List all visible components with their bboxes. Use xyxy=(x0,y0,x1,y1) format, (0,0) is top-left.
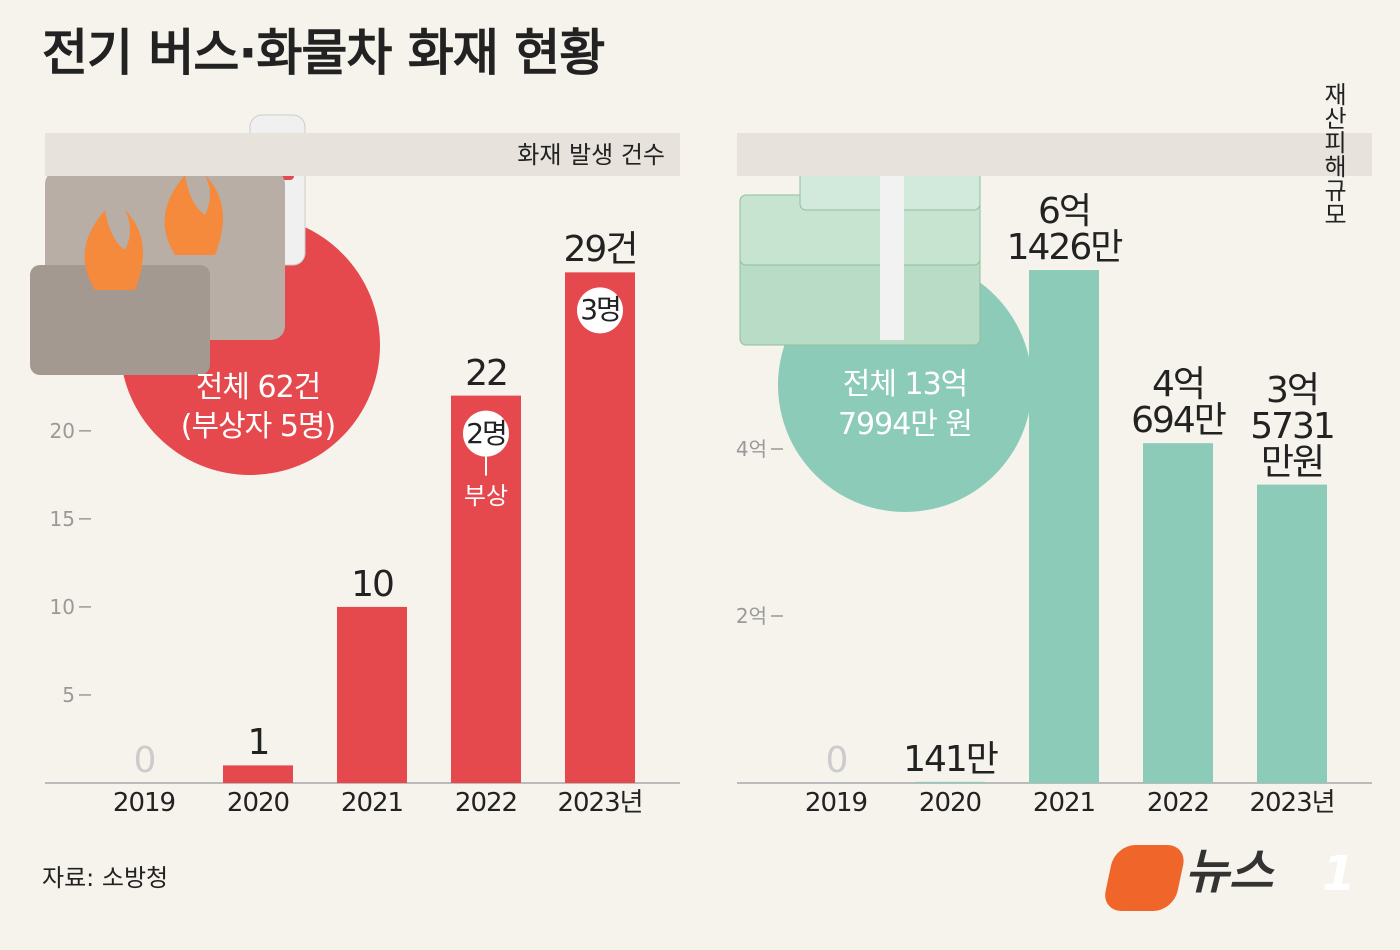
y-tick-label: 2억 xyxy=(735,603,767,628)
vehicle-illustration xyxy=(30,114,306,375)
bar xyxy=(1257,484,1327,783)
value-label: 0 xyxy=(825,740,849,781)
bar xyxy=(337,606,407,783)
panel-header xyxy=(737,133,1372,176)
source: 자료: 소방청 xyxy=(42,864,169,892)
injury-badge xyxy=(577,287,623,334)
total-note: (부상자 5명) xyxy=(180,409,336,444)
y-tick-label: 4억 xyxy=(735,436,767,461)
x-tick-label: 2022 xyxy=(454,788,518,818)
main-title: 전기 버스·화물차 화재 현황 xyxy=(42,24,605,82)
total-note: 7994만 원 xyxy=(837,407,973,442)
x-tick-label: 2021 xyxy=(340,788,404,818)
value-label: 3억 5731 만원 xyxy=(1250,369,1336,483)
x-tick-label: 2023년 xyxy=(557,788,643,818)
bar xyxy=(1143,443,1213,783)
value-label: 10 xyxy=(351,563,395,605)
x-tick-label: 2019 xyxy=(112,788,176,818)
value-label: 6억 1426만 xyxy=(1006,191,1124,269)
value-label: 0 xyxy=(133,740,157,781)
bar xyxy=(565,272,635,783)
bar xyxy=(915,781,985,783)
logo-mark: 1 xyxy=(1322,846,1355,902)
injury-badge xyxy=(463,410,509,457)
x-tick-label: 2022 xyxy=(1146,788,1210,818)
panel-title: 재산피해 규모 xyxy=(1324,81,1347,229)
y-tick-label: 20 xyxy=(49,418,75,443)
panel-title: 화재 발생 건수 xyxy=(517,141,665,169)
x-tick-label: 2019 xyxy=(804,788,868,818)
value-label: 4억 694만 xyxy=(1131,364,1227,442)
x-tick-label: 2023년 xyxy=(1249,788,1335,818)
total-label: 전체 62건 xyxy=(195,370,322,405)
x-tick-label: 2020 xyxy=(226,788,290,818)
injury-label: 3명 xyxy=(580,293,622,327)
value-label: 22 xyxy=(465,352,509,394)
logo-badge xyxy=(1105,845,1184,911)
panel-header xyxy=(45,133,680,176)
value-label: 1 xyxy=(247,722,271,764)
injury-note: 부상 xyxy=(463,481,509,510)
x-tick-label: 2020 xyxy=(918,788,982,818)
value-label: 29건 xyxy=(563,229,639,271)
y-tick-label: 10 xyxy=(49,594,75,619)
x-tick-label: 2021 xyxy=(1032,788,1096,818)
y-tick-label: 15 xyxy=(49,506,75,531)
bar xyxy=(223,765,293,783)
y-tick-label: 5 xyxy=(62,682,75,707)
logo-text: 뉴스 xyxy=(1185,844,1274,900)
bar xyxy=(1029,270,1099,783)
injury-label: 2명 xyxy=(466,416,508,450)
total-label: 전체 13억 xyxy=(842,367,969,402)
value-label: 141만 xyxy=(903,738,999,780)
